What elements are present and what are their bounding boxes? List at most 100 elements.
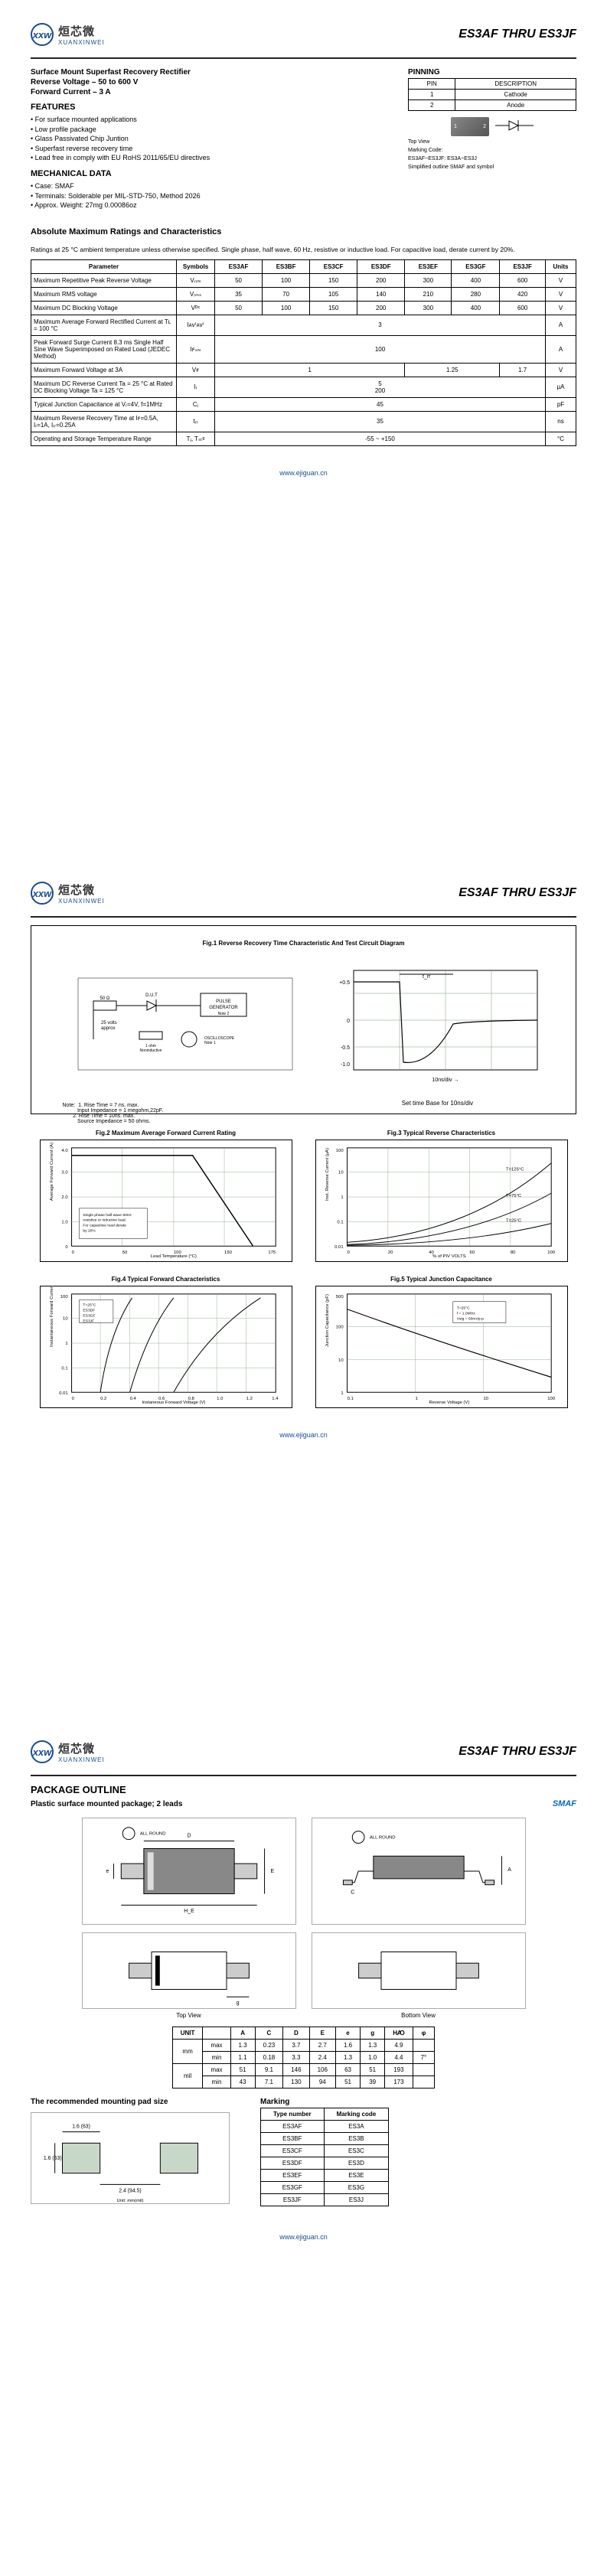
table-row: mmmax1.30.233.72.71.61.34.9 (172, 2040, 435, 2052)
td-span: 5200 (215, 377, 546, 397)
marking-title: Marking (260, 2098, 389, 2106)
table-row: Maximum Reverse Recovery Time at Iꜰ=0.5A… (31, 411, 576, 432)
td-param: Maximum DC Blocking Voltage (31, 301, 177, 315)
svg-text:by 20%: by 20% (83, 1228, 96, 1233)
td: ES3E (324, 2170, 389, 2182)
th: Parameter (31, 259, 177, 273)
svg-text:ES3JF: ES3JF (83, 1319, 94, 1323)
td-symbol: Iᵣ (177, 377, 215, 397)
fig1-note: Note: 1. Rise Time = 7 ns. max. Input Im… (63, 1103, 308, 1124)
pad-col: The recommended mounting pad size 1.6 (6… (31, 2096, 230, 2210)
td: 600 (500, 301, 546, 315)
feature-item: Superfast reverse recovery time (31, 144, 393, 154)
fig1-circuit: 50 Ω D.U.T PULSEGENERATORNote 2 25 volts… (63, 950, 308, 1098)
svg-text:500: 500 (335, 1295, 344, 1299)
title2: Reverse Voltage – 50 to 600 V (31, 78, 393, 86)
diode-symbol-icon (495, 118, 534, 135)
svg-text:T=75°C: T=75°C (505, 1194, 521, 1198)
feature-item: For surface mounted applications (31, 115, 393, 125)
marking-text2: Simplified outline SMAF and symbol (408, 165, 576, 170)
svg-text:0: 0 (71, 1251, 74, 1255)
fig5-title: Fig.5 Typical Junction Capacitance (315, 1276, 568, 1283)
footer: www.ejiguan.cn (31, 469, 576, 477)
th: Units (546, 259, 576, 273)
table-row: 1 Cathode (409, 90, 576, 100)
svg-text:25 volts: 25 volts (101, 1021, 117, 1026)
th: ES3CF (310, 259, 357, 273)
td-symbol: Vᵣᵣₘ (177, 273, 215, 287)
td-param: Maximum Average Forward Rectified Curren… (31, 315, 177, 335)
td: 94 (309, 2076, 335, 2089)
td: 210 (405, 287, 452, 301)
svg-text:E: E (270, 1869, 274, 1874)
svg-text:Average Forward Current (A): Average Forward Current (A) (49, 1143, 54, 1201)
pkg-sub: Plastic surface mounted package; 2 leads (31, 1800, 182, 1808)
table-row: Peak Forward Surge Current 8.3 ms Single… (31, 335, 576, 363)
table-header-row: Type number Marking code (261, 2108, 389, 2121)
pinning-title: PINNING (408, 68, 576, 77)
marking-text: ES3AF~ES3JF: ES3A~ES3J (408, 156, 576, 161)
td: ES3A (324, 2121, 389, 2133)
logo-en: XUANXINWEI (58, 1756, 105, 1763)
circuit-diagram-icon: 50 Ω D.U.T PULSEGENERATORNote 2 25 volts… (63, 950, 308, 1098)
fig1-row: 50 Ω D.U.T PULSEGENERATORNote 2 25 volts… (39, 950, 568, 1098)
td-param: Maximum Forward Voltage at 3A (31, 363, 177, 377)
td-symbol: Vᴰᶜ (177, 301, 215, 315)
svg-text:50 Ω: 50 Ω (100, 996, 109, 1001)
table-row: Maximum RMS voltageVᵣₘₛ35701051402102804… (31, 287, 576, 301)
svg-text:+0.5: +0.5 (339, 980, 350, 986)
td: ES3J (324, 2194, 389, 2206)
marking-col: Marking Type number Marking code ES3AFES… (260, 2096, 389, 2206)
fig3-title: Fig.3 Typical Reverse Characteristics (315, 1130, 568, 1136)
svg-text:175: 175 (268, 1251, 276, 1255)
td: 1.0 (361, 2052, 385, 2064)
fig1-waveform: +0.5 0 -0.5 -1.0 t_rr 10ns/div → Set tim… (331, 950, 545, 1098)
ratings-table: Parameter Symbols ES3AF ES3BF ES3CF ES3D… (31, 259, 576, 446)
td: 1.25 (405, 363, 500, 377)
td-symbol: tᵣᵣ (177, 411, 215, 432)
logo-text: 烜芯微 XUANXINWEI (58, 1740, 105, 1763)
svg-text:Note 1: Note 1 (204, 1041, 216, 1045)
th: A (230, 2027, 255, 2040)
pkg-title: PACKAGE OUTLINE (31, 1784, 576, 1795)
svg-text:1.6 (63): 1.6 (63) (44, 2156, 62, 2161)
svg-text:0.6: 0.6 (158, 1397, 165, 1401)
td: 0.18 (255, 2052, 283, 2064)
td: ES3EF (261, 2170, 325, 2182)
td-unit: V (546, 273, 576, 287)
title3: Forward Current – 3 A (31, 88, 393, 96)
td-param: Maximum Reverse Recovery Time at Iꜰ=0.5A… (31, 411, 177, 432)
td: Cathode (455, 90, 576, 100)
pinning-table: PIN DESCRIPTION 1 Cathode 2 Anode (408, 78, 576, 111)
svg-text:0.01: 0.01 (335, 1245, 344, 1250)
td (413, 2076, 435, 2089)
svg-text:T=25°C: T=25°C (505, 1219, 521, 1224)
td: 130 (283, 2076, 309, 2089)
td: ES3C (324, 2145, 389, 2157)
svg-text:60: 60 (469, 1251, 475, 1255)
logo-cn: 烜芯微 (58, 1740, 105, 1756)
th: HꜴ (385, 2027, 413, 2040)
table-row: Maximum Average Forward Rectified Curren… (31, 315, 576, 335)
table-row: ES3EFES3E (261, 2170, 389, 2182)
td-param: Operating and Storage Temperature Range (31, 432, 177, 445)
td: 50 (215, 273, 263, 287)
td: ES3DF (261, 2157, 325, 2170)
table-row: Maximum Repetitive Peak Reverse VoltageV… (31, 273, 576, 287)
svg-text:80: 80 (510, 1251, 515, 1255)
svg-text:0: 0 (347, 1019, 350, 1024)
mech-item: Terminals: Solderable per MIL-STD-750, M… (31, 191, 393, 201)
td-unit: A (546, 315, 576, 335)
svg-text:0.1: 0.1 (61, 1367, 67, 1371)
td-symbol: Iꜰₛₘ (177, 335, 215, 363)
td-unit: °C (546, 432, 576, 445)
svg-text:T=125°C: T=125°C (505, 1168, 524, 1172)
title1: Surface Mount Superfast Recovery Rectifi… (31, 68, 393, 77)
th: ES3JF (500, 259, 546, 273)
table-row: Operating and Storage Temperature RangeT… (31, 432, 576, 445)
marking-label: Marking Code: (408, 148, 576, 153)
ratings-title: Absolute Maximum Ratings and Characteris… (31, 227, 576, 236)
pkg-top-label-wrap: g Top View (82, 1932, 296, 2019)
svg-text:% of PIV VOLTS: % of PIV VOLTS (432, 1254, 466, 1259)
svg-text:20: 20 (387, 1251, 393, 1255)
